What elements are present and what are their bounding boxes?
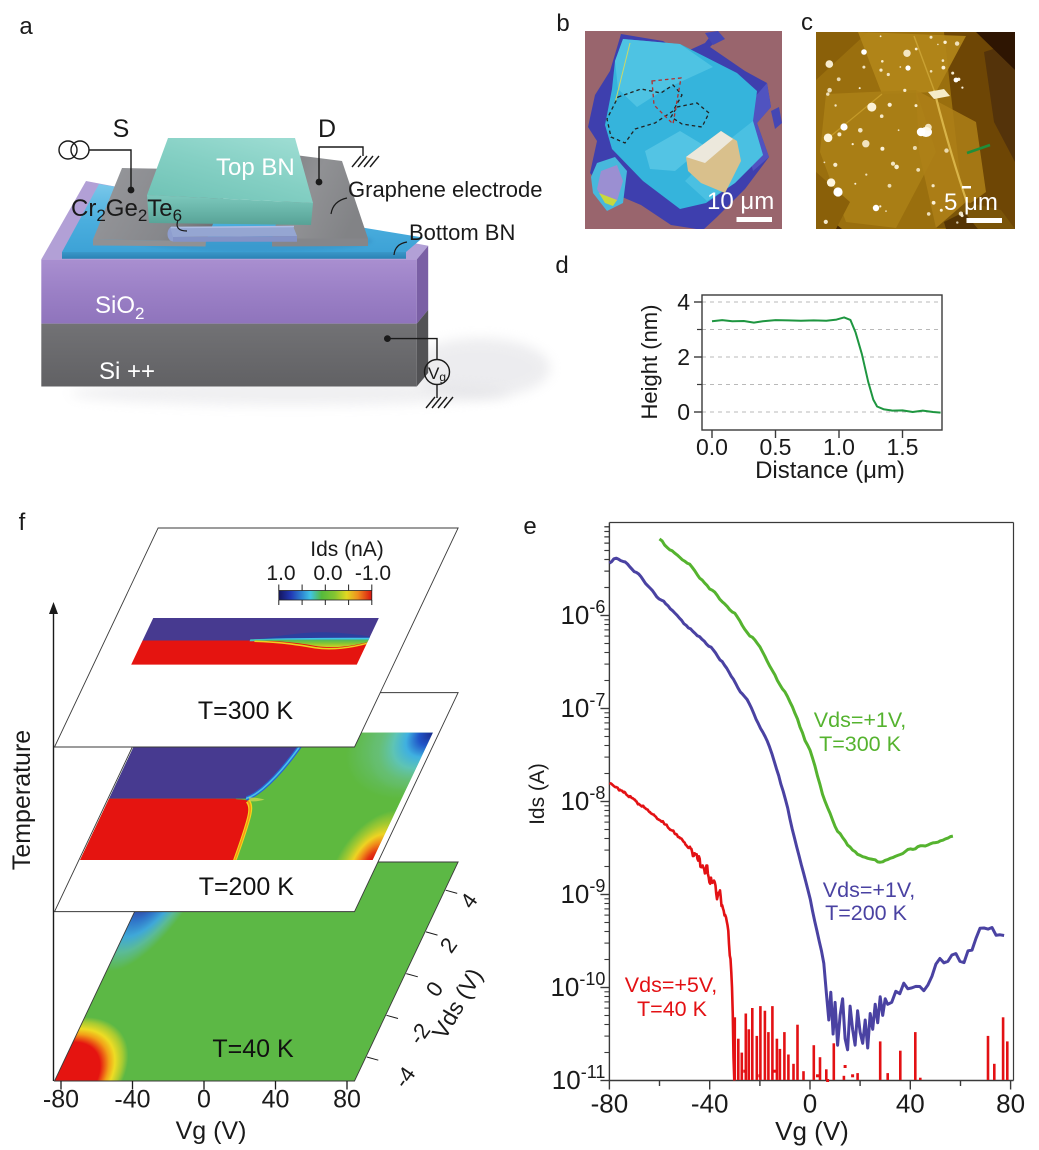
svg-text:Vds (V): Vds (V) <box>427 964 488 1043</box>
svg-text:e: e <box>523 513 536 540</box>
svg-text:0: 0 <box>421 977 449 1001</box>
svg-text:S: S <box>113 115 130 143</box>
svg-text:10-11: 10-11 <box>552 1062 606 1095</box>
svg-text:4: 4 <box>677 289 690 315</box>
svg-text:T=300 K: T=300 K <box>198 697 294 725</box>
svg-text:T=300 K: T=300 K <box>819 732 902 756</box>
svg-text:10-9: 10-9 <box>560 876 605 909</box>
svg-text:-80: -80 <box>591 1089 629 1119</box>
svg-text:Graphene electrode: Graphene electrode <box>348 177 542 202</box>
svg-text:Vds=+1V,: Vds=+1V, <box>823 878 915 902</box>
svg-text:Ids (nA): Ids (nA) <box>310 538 384 561</box>
svg-text:D: D <box>318 115 336 143</box>
svg-text:Temperature: Temperature <box>8 730 36 870</box>
svg-text:Cr2Ge2Te6: Cr2Ge2Te6 <box>71 195 182 225</box>
svg-text:Vds=+1V,: Vds=+1V, <box>814 708 906 732</box>
svg-text:10-8: 10-8 <box>560 783 605 816</box>
svg-text:b: b <box>556 10 569 37</box>
svg-text:Vds=+5V,: Vds=+5V, <box>625 973 717 997</box>
svg-text:4: 4 <box>455 889 483 913</box>
svg-text:d: d <box>555 252 568 279</box>
svg-text:2: 2 <box>677 344 690 370</box>
svg-text:Vg (V): Vg (V) <box>176 1117 247 1145</box>
svg-text:T=200 K: T=200 K <box>825 901 908 925</box>
svg-text:0: 0 <box>677 399 690 425</box>
svg-text:2: 2 <box>435 933 463 957</box>
svg-text:Bottom BN: Bottom BN <box>409 220 515 245</box>
svg-text:40: 40 <box>262 1086 290 1114</box>
svg-text:5 μm: 5 μm <box>944 189 998 216</box>
svg-text:Vg (V): Vg (V) <box>775 1116 849 1146</box>
svg-text:10 μm: 10 μm <box>707 188 774 215</box>
svg-text:-40: -40 <box>691 1089 729 1119</box>
svg-text:0.0: 0.0 <box>696 434 728 460</box>
svg-text:-80: -80 <box>43 1086 79 1114</box>
svg-text:c: c <box>801 9 813 36</box>
svg-text:0: 0 <box>803 1089 817 1119</box>
svg-text:10-6: 10-6 <box>560 597 605 630</box>
svg-text:0.5: 0.5 <box>760 434 792 460</box>
svg-text:T=40 K: T=40 K <box>637 997 708 1021</box>
svg-text:Top BN: Top BN <box>216 154 295 181</box>
svg-text:0.0: 0.0 <box>313 562 342 585</box>
svg-text:40: 40 <box>896 1089 925 1119</box>
svg-text:Height (nm): Height (nm) <box>637 305 662 420</box>
svg-text:10-7: 10-7 <box>560 690 605 723</box>
svg-text:-40: -40 <box>114 1086 150 1114</box>
svg-text:Distance (μm): Distance (μm) <box>755 457 905 484</box>
svg-text:10-10: 10-10 <box>550 969 605 1002</box>
svg-text:0: 0 <box>197 1086 211 1114</box>
svg-text:1.0: 1.0 <box>823 434 855 460</box>
svg-text:Si ++: Si ++ <box>99 358 155 385</box>
svg-text:-4: -4 <box>389 1062 421 1092</box>
svg-text:80: 80 <box>333 1086 361 1114</box>
svg-text:80: 80 <box>996 1089 1025 1119</box>
svg-text:-1.0: -1.0 <box>355 562 391 585</box>
svg-text:f: f <box>19 509 26 536</box>
svg-text:a: a <box>19 13 33 40</box>
svg-text:1.5: 1.5 <box>887 434 919 460</box>
svg-text:1.0: 1.0 <box>266 562 295 585</box>
svg-text:Ids (A): Ids (A) <box>526 763 549 825</box>
svg-text:T=200 K: T=200 K <box>199 873 295 901</box>
svg-text:T=40 K: T=40 K <box>212 1035 294 1063</box>
